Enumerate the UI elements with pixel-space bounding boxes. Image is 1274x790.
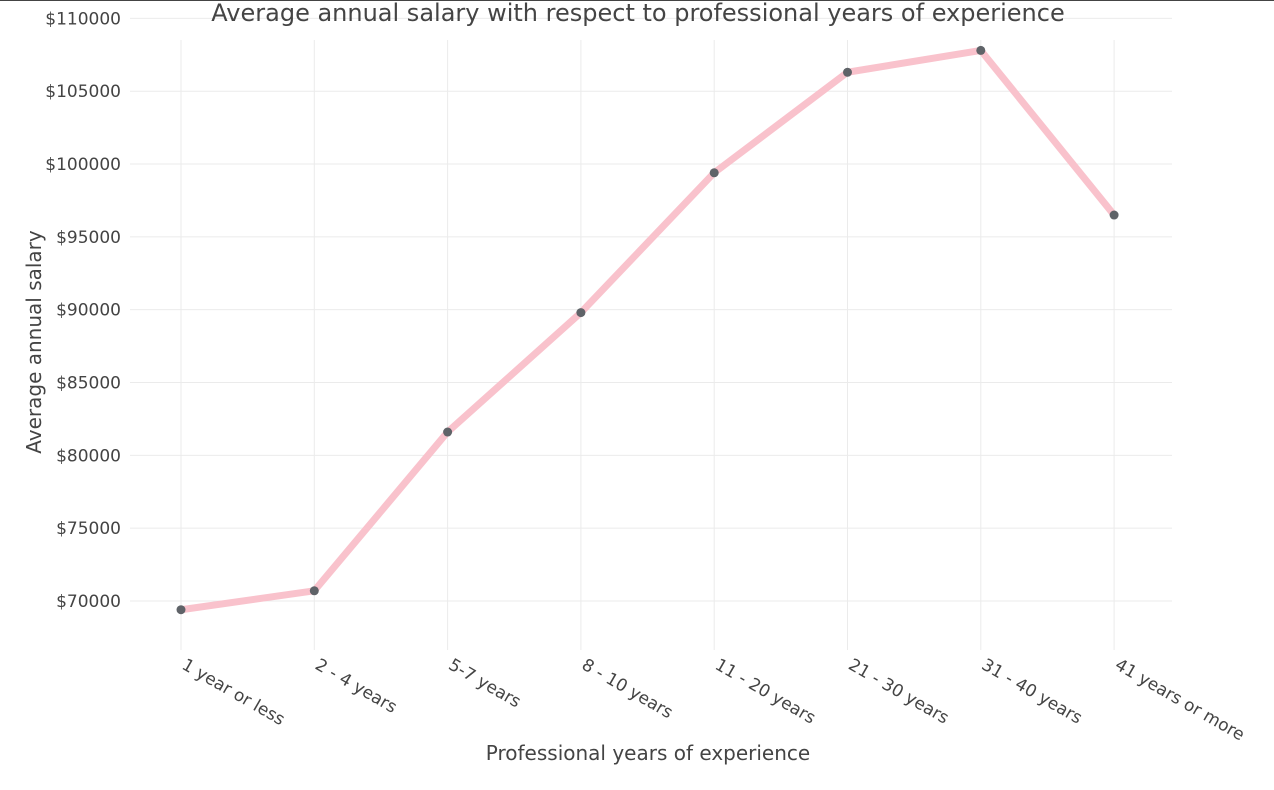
top-border [0,0,1274,1]
x-tick-label: 8 - 10 years [578,655,676,723]
x-tick-label: 1 year or less [178,655,288,730]
x-axis-ticks: 1 year or less 2 - 4 years 5-7 years 8 - 10… [178,655,1248,745]
x-tick-label: 41 years or more [1111,655,1247,745]
x-tick-label: 11 - 20 years [711,655,818,729]
y-tick-label: $95000 [56,228,121,248]
x-tick-label: 31 - 40 years [978,655,1085,729]
x-axis-title: Professional years of experience [486,741,810,765]
y-tick-label: $85000 [56,374,121,394]
data-point [1109,210,1119,220]
x-tick-label: 5-7 years [445,655,524,712]
y-axis-ticks: $70000 $75000 $80000 $85000 $90000 $95000 $100… [45,9,121,612]
data-point [443,427,453,437]
data-point [309,586,319,596]
data-point [576,308,586,318]
y-tick-label: $75000 [56,519,121,539]
y-gridlines [130,17,1172,602]
y-tick-label: $105000 [45,82,121,102]
y-axis-title: Average annual salary [22,230,46,454]
data-point [843,67,852,77]
y-tick-label: $90000 [56,301,121,321]
data-points [176,45,1119,615]
y-tick-label: $110000 [45,9,121,29]
data-point [709,168,719,178]
data-point [176,605,186,615]
salary-line [177,46,1118,614]
chart-title: Average annual salary with respect to pr… [211,0,1064,27]
y-tick-label: $70000 [56,592,121,612]
x-tick-label: 2 - 4 years [312,655,401,718]
data-point [976,45,986,55]
y-tick-label: $100000 [45,155,121,175]
x-gridlines [180,40,1115,650]
x-tick-label: 21 - 30 years [845,655,952,729]
y-tick-label: $80000 [56,446,121,466]
